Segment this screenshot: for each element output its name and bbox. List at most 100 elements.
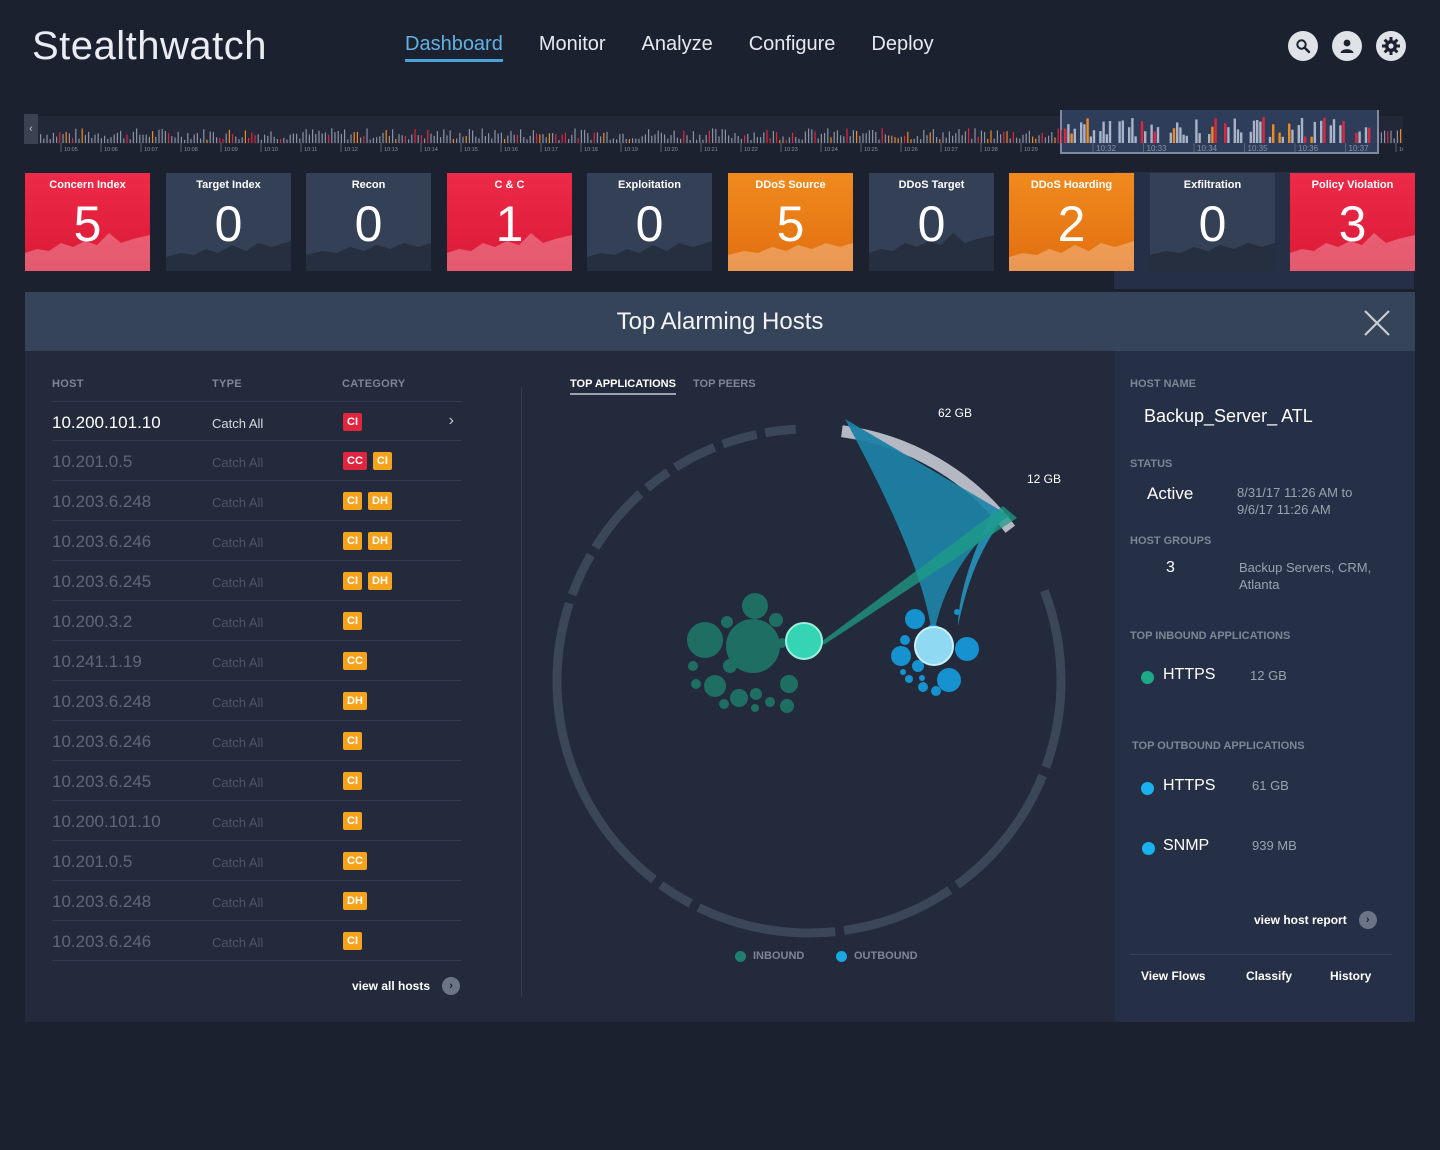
timeline-bar bbox=[705, 134, 707, 143]
timeline-bar bbox=[1121, 120, 1124, 143]
timeline-bar bbox=[248, 138, 250, 143]
tile-recon[interactable]: Recon 0 bbox=[306, 173, 431, 271]
legend-inbound-label: INBOUND bbox=[753, 950, 805, 962]
chevron-right-icon[interactable]: › bbox=[448, 412, 454, 429]
arrow-right-icon: › bbox=[442, 977, 461, 995]
category-badge: CC bbox=[343, 852, 367, 870]
application-flow-chart[interactable]: 62 GB 12 GB bbox=[525, 404, 1115, 944]
timeline-bar bbox=[273, 136, 275, 143]
timeline-bar bbox=[587, 133, 589, 143]
timeline-bar bbox=[228, 129, 230, 143]
timeline-bar bbox=[398, 134, 400, 143]
timeline-bar bbox=[1256, 120, 1259, 143]
inbound-host-node[interactable] bbox=[785, 622, 823, 660]
timeline-bar bbox=[1252, 120, 1256, 143]
table-row[interactable]: 10.203.6.246 Catch All CI bbox=[52, 721, 462, 761]
outbound-host-node[interactable] bbox=[914, 626, 954, 666]
table-row[interactable]: 10.203.6.248 Catch All DH bbox=[52, 681, 462, 721]
tile-target-index[interactable]: Target Index 0 bbox=[166, 173, 291, 271]
timeline-bar bbox=[932, 129, 934, 143]
timeline-bar bbox=[1134, 136, 1137, 143]
tile-exfiltration[interactable]: Exfiltration 0 bbox=[1150, 173, 1275, 271]
nav-analyze[interactable]: Analyze bbox=[641, 33, 713, 55]
tile-ddos-source[interactable]: DDoS Source 5 bbox=[728, 173, 853, 271]
timeline-bar bbox=[894, 137, 896, 143]
table-row[interactable]: 10.200.101.10 Catch All CI bbox=[52, 801, 462, 841]
tile-sparkline bbox=[869, 233, 994, 271]
timeline-bar bbox=[718, 136, 720, 143]
tile-sparkline-area bbox=[869, 233, 994, 271]
timeline-bar bbox=[449, 130, 451, 143]
nav-monitor[interactable]: Monitor bbox=[538, 33, 606, 55]
timeline-bar bbox=[1048, 135, 1050, 143]
host-type: Catch All bbox=[212, 416, 264, 431]
timeline-bar bbox=[555, 134, 557, 143]
timeline-scrubber[interactable]: ‹ 10:05 10:06 10:07 10:08 10:09 10:10 10:11 10:… bbox=[24, 110, 1417, 843]
timeline-bar bbox=[1153, 131, 1156, 143]
table-row[interactable]: 10.201.0.5 Catch All CC bbox=[52, 841, 462, 881]
col-host-header: HOST bbox=[52, 378, 84, 390]
close-icon[interactable] bbox=[1363, 309, 1391, 337]
timeline-bar bbox=[577, 138, 579, 143]
table-row[interactable]: 10.241.1.19 Catch All CC bbox=[52, 641, 462, 681]
gear-icon[interactable] bbox=[1376, 31, 1406, 61]
table-row[interactable]: 10.203.6.246 Catch All CI bbox=[52, 921, 462, 961]
host-ip: 10.203.6.248 bbox=[52, 892, 152, 911]
table-row[interactable]: 10.203.6.246 Catch All CI DH bbox=[52, 521, 462, 561]
tile-ddos-hoarding[interactable]: DDoS Hoarding 2 bbox=[1009, 173, 1134, 271]
tab-top-peers[interactable]: TOP PEERS bbox=[693, 378, 756, 390]
classify-button[interactable]: Classify bbox=[1246, 969, 1293, 983]
host-categories: CI DH bbox=[343, 492, 392, 510]
timeline-bar bbox=[56, 136, 58, 143]
timeline-bar bbox=[302, 132, 304, 143]
user-icon[interactable] bbox=[1332, 31, 1362, 61]
timeline-bar bbox=[417, 135, 419, 143]
host-ip: 10.200.3.2 bbox=[52, 612, 133, 631]
nav-deploy[interactable]: Deploy bbox=[871, 33, 934, 55]
timeline-bar bbox=[603, 132, 605, 143]
view-flows-button[interactable]: View Flows bbox=[1141, 969, 1206, 983]
table-row[interactable]: 10.203.6.248 Catch All CI DH bbox=[52, 481, 462, 521]
table-row[interactable]: 10.203.6.245 Catch All CI bbox=[52, 761, 462, 801]
timeline-bar bbox=[785, 139, 787, 143]
timeline-bar bbox=[657, 130, 659, 143]
tab-top-applications[interactable]: TOP APPLICATIONS bbox=[570, 378, 676, 395]
timeline-bar bbox=[548, 133, 550, 143]
timeline-bar bbox=[606, 131, 608, 143]
history-button[interactable]: History bbox=[1330, 969, 1372, 983]
table-row[interactable]: 10.201.0.5 Catch All CC CI bbox=[52, 441, 462, 481]
timeline-bar bbox=[216, 137, 218, 143]
search-icon[interactable] bbox=[1288, 31, 1318, 61]
timeline-tick-label: 10:37 bbox=[1349, 144, 1370, 153]
arc-label-inner: 12 GB bbox=[1027, 472, 1061, 486]
inbound-app-name: HTTPS bbox=[1163, 666, 1216, 683]
timeline-bar bbox=[760, 137, 762, 143]
timeline-bar bbox=[459, 132, 461, 143]
view-host-report-link[interactable]: view host report › bbox=[1254, 911, 1377, 929]
tile-c-c[interactable]: C & C 1 bbox=[447, 173, 572, 271]
timeline-bar bbox=[456, 138, 458, 143]
top-inbound-label: TOP INBOUND APPLICATIONS bbox=[1130, 630, 1291, 642]
timeline-tick-label: 10:36 bbox=[1298, 144, 1319, 153]
table-row[interactable]: 10.203.6.248 Catch All DH bbox=[52, 881, 462, 921]
table-row[interactable]: 10.203.6.245 Catch All CI DH bbox=[52, 561, 462, 601]
timeline-bar bbox=[72, 137, 74, 143]
nav-dashboard[interactable]: Dashboard bbox=[405, 33, 503, 62]
table-row[interactable]: 10.200.3.2 Catch All CI bbox=[52, 601, 462, 641]
table-row[interactable]: 10.200.101.10 Catch All CI › bbox=[52, 401, 462, 441]
view-all-hosts-link[interactable]: view all hosts › bbox=[352, 977, 461, 995]
timeline-left-arrow[interactable]: ‹ bbox=[24, 114, 38, 144]
timeline-bar bbox=[724, 129, 726, 143]
timeline-bar bbox=[881, 128, 883, 143]
nav-configure[interactable]: Configure bbox=[748, 33, 836, 55]
tile-ddos-target[interactable]: DDoS Target 0 bbox=[869, 173, 994, 271]
tile-concern-index[interactable]: Concern Index 5 bbox=[25, 173, 150, 271]
tile-policy-violation[interactable]: Policy Violation 3 bbox=[1290, 173, 1415, 271]
tile-exploitation[interactable]: Exploitation 0 bbox=[587, 173, 712, 271]
ring-segment bbox=[721, 430, 758, 449]
timeline-bar bbox=[1297, 125, 1300, 143]
ring-segment bbox=[673, 443, 717, 472]
timeline-bar bbox=[481, 128, 483, 143]
category-badge: CC bbox=[343, 652, 367, 670]
timeline-chart[interactable]: 10:05 10:06 10:07 10:08 10:09 10:10 10:11 10:12… bbox=[38, 110, 1403, 154]
